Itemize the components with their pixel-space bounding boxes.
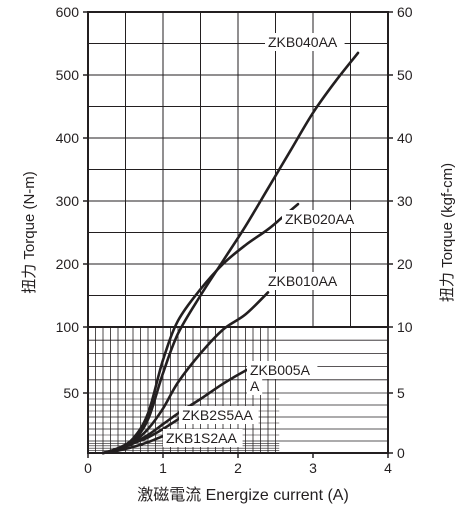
x-tick-label: 4 <box>384 460 392 476</box>
series-label: ZKB020AA <box>285 211 355 227</box>
series-label-bg <box>265 33 345 51</box>
y2-tick-label: 30 <box>397 193 413 209</box>
series-label: ZKB1S2AA <box>166 430 237 446</box>
y-tick-label: 500 <box>56 67 80 83</box>
y-tick-label: 100 <box>56 319 80 335</box>
series-label-bg <box>247 377 263 395</box>
y2-axis-title: 扭力 Torque (kgf-cm) <box>439 163 456 302</box>
y2-tick-label: 50 <box>397 67 413 83</box>
series-label: ZKB040AA <box>268 34 338 50</box>
series-line-zkb020aa <box>101 202 300 455</box>
series-label-bg <box>282 210 362 228</box>
y2-tick-label: 10 <box>397 319 413 335</box>
y2-tick-label: 40 <box>397 130 413 146</box>
x-tick-label: 0 <box>84 460 92 476</box>
x-tick-label: 2 <box>234 460 242 476</box>
series-label-bg <box>163 429 243 447</box>
series-label-bg <box>265 272 345 290</box>
series-label-bg <box>247 361 318 379</box>
x-tick-label: 3 <box>309 460 317 476</box>
y2-tick-label: 20 <box>397 256 413 272</box>
series-lines <box>101 51 360 455</box>
series-label-bg <box>179 406 259 424</box>
x-axis-title: 激磁電流 Energize current (A) <box>137 486 349 504</box>
y2-tick-label: 5 <box>397 385 405 401</box>
y2-tick-label: 0 <box>397 445 405 461</box>
grid <box>88 12 388 453</box>
y-tick-label: 600 <box>56 4 80 20</box>
y2-tick-label: 60 <box>397 4 413 20</box>
y-axis-title: 扭力 Torque (N-m) <box>21 171 38 294</box>
series-label: ZKB005A <box>250 362 311 378</box>
y-tick-label: 300 <box>56 193 80 209</box>
series-label: ZKB2S5AA <box>182 407 253 423</box>
y-tick-label: 200 <box>56 256 80 272</box>
axes: 0 1 2 3 41002003004005006005010203040506005激… <box>21 4 456 504</box>
series-label: ZKB010AA <box>268 273 338 289</box>
y-tick-label: 50 <box>63 385 79 401</box>
series-line-zkb040aa <box>101 51 360 455</box>
y-tick-label: 400 <box>56 130 80 146</box>
x-tick-label: 1 <box>159 460 167 476</box>
series-label: A <box>250 378 260 394</box>
